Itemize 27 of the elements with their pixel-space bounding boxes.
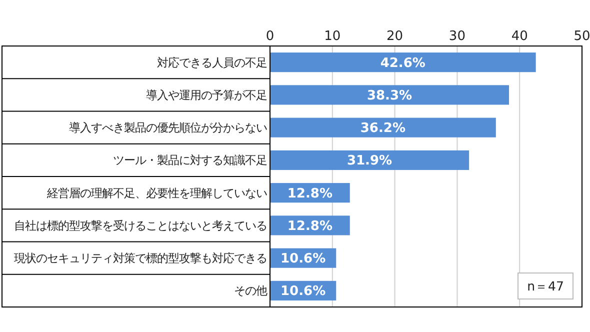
x-tick-label: 40 — [511, 29, 528, 44]
y-tick-label: 現状のセキュリティ対策で標的型攻撃も対応できる — [14, 252, 267, 266]
bar — [270, 85, 509, 105]
x-tick-label: 30 — [448, 29, 466, 44]
data-label: 36.2% — [360, 121, 406, 136]
bar — [270, 150, 470, 170]
data-label: 10.6% — [280, 252, 326, 267]
x-tick-label: 10 — [324, 29, 341, 44]
data-label: 38.3% — [366, 88, 412, 104]
bar — [270, 52, 536, 72]
x-tick-label: 0 — [266, 29, 274, 44]
data-label: 42.6% — [380, 56, 426, 71]
y-tick-label: 経営層の理解不足、必要性を理解していない — [46, 186, 267, 200]
data-label: 31.9% — [346, 154, 392, 169]
y-tick-label: 自社は標的型攻撃を受けることはないと考えている — [14, 219, 267, 232]
data-label: 12.8% — [287, 218, 332, 234]
data-label: 12.8% — [287, 186, 332, 202]
bar — [270, 118, 496, 138]
y-tick-label: 導入すべき製品の優先順位が分からない — [69, 122, 267, 135]
x-tick-label: 50 — [574, 29, 590, 44]
y-tick-label: 対応できる人員の不足 — [157, 56, 267, 70]
data-label: 10.6% — [280, 284, 326, 300]
y-tick-label: 導入や運用の予算が不足 — [146, 88, 267, 102]
annotation: n＝47 — [527, 278, 564, 294]
y-tick-label: その他 — [234, 284, 267, 298]
y-tick-label: ツール・製品に対する知識不足 — [113, 154, 267, 168]
x-tick-label: 20 — [386, 29, 404, 44]
